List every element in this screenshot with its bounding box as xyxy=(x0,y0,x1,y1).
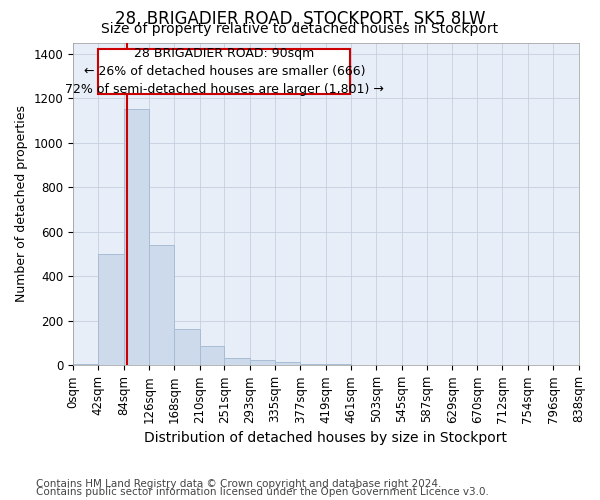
Bar xyxy=(200,346,224,366)
Text: Contains HM Land Registry data © Crown copyright and database right 2024.: Contains HM Land Registry data © Crown c… xyxy=(36,479,442,489)
Text: Contains public sector information licensed under the Open Government Licence v3: Contains public sector information licen… xyxy=(36,487,489,497)
Bar xyxy=(250,360,275,366)
Bar xyxy=(98,254,124,366)
Bar xyxy=(224,358,250,366)
Text: Size of property relative to detached houses in Stockport: Size of property relative to detached ho… xyxy=(101,22,499,36)
Y-axis label: Number of detached properties: Number of detached properties xyxy=(15,106,28,302)
Bar xyxy=(149,245,175,366)
Bar xyxy=(326,364,351,366)
Bar xyxy=(351,364,376,366)
Bar xyxy=(175,328,200,366)
X-axis label: Distribution of detached houses by size in Stockport: Distribution of detached houses by size … xyxy=(144,431,507,445)
Bar xyxy=(275,362,301,366)
Text: 28, BRIGADIER ROAD, STOCKPORT, SK5 8LW: 28, BRIGADIER ROAD, STOCKPORT, SK5 8LW xyxy=(115,10,485,28)
Bar xyxy=(98,49,350,94)
Bar xyxy=(301,364,326,366)
Text: 28 BRIGADIER ROAD: 90sqm
← 26% of detached houses are smaller (666)
72% of semi-: 28 BRIGADIER ROAD: 90sqm ← 26% of detach… xyxy=(65,47,384,96)
Bar xyxy=(124,110,149,366)
Bar xyxy=(73,364,98,366)
